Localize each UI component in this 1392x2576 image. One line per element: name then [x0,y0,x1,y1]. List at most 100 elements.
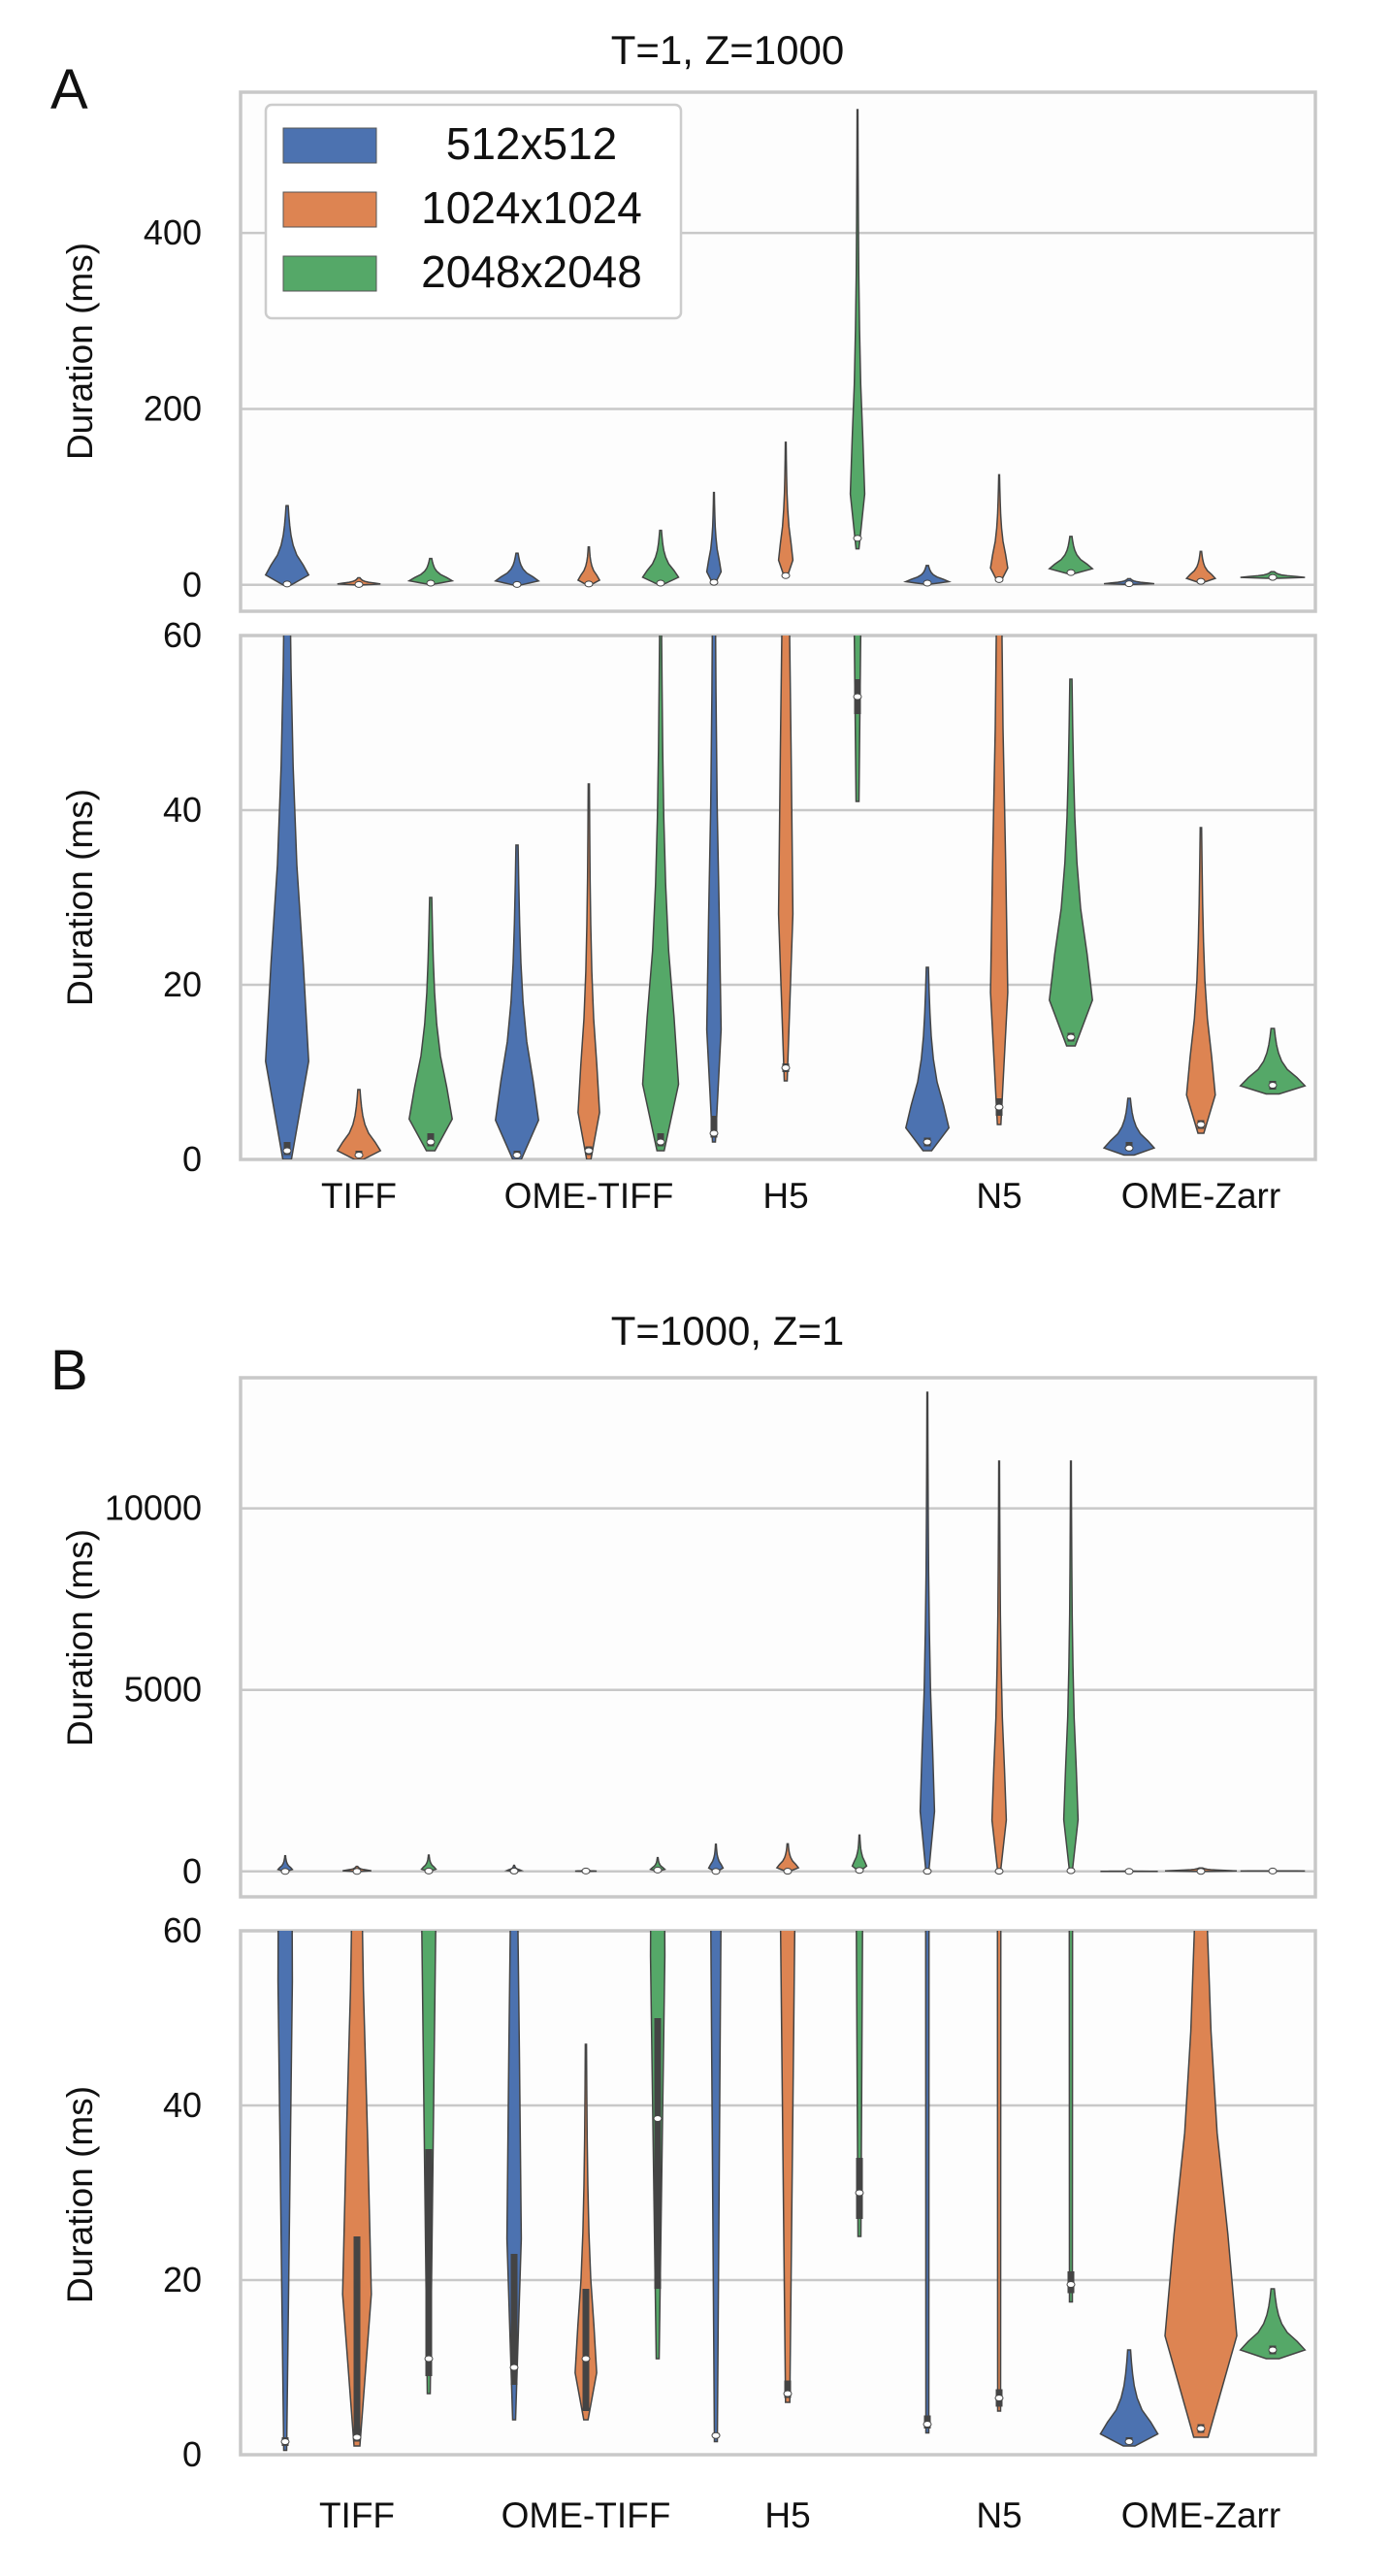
plot-area [239,634,1317,1161]
violin-median [1066,1867,1076,1875]
violin [1164,1931,1238,2438]
x-tick-label: OME-TIFF [502,2495,671,2535]
violin-body [989,636,1009,1125]
violin [341,1931,372,2447]
violin-median [280,2438,290,2445]
violin-iqr-box [856,2158,863,2219]
violin-median [426,1138,436,1146]
violin-body [1184,550,1217,583]
legend-swatch [282,127,377,164]
y-tick-label: 0 [182,1851,202,1891]
violin-median [1196,1868,1206,1875]
violin [1239,2288,1307,2360]
violin [989,636,1009,1125]
violin-median [1124,2438,1134,2445]
violin [503,1864,525,1875]
y-tick-label: 200 [144,388,202,428]
violin-body [775,1842,800,1873]
violin [705,636,723,1143]
violin [903,565,952,587]
violin-body [1062,1460,1080,1872]
violin [342,1865,372,1875]
violin-group [276,1391,1306,1875]
violin-median [512,580,522,588]
violin-median [1066,2281,1076,2288]
violin-median [352,2433,362,2441]
violin-body [406,557,455,585]
violin [1049,678,1093,1047]
violin-body [577,783,600,1159]
violin-median [709,1129,719,1137]
violin-body [1185,827,1216,1134]
violin-median [709,578,719,586]
violin-body [495,844,539,1159]
violin-median [1196,577,1206,585]
violin-body [641,529,680,585]
violin [1066,1931,1076,2303]
violin-median [1124,1144,1134,1152]
violin-iqr-box [582,2289,590,2411]
violin-median [1066,1033,1076,1041]
x-tick-label: TIFF [319,2495,395,2535]
violin-body [1164,1931,1238,2438]
y-tick-label: 0 [182,1139,202,1179]
x-tick-label: N5 [976,2495,1021,2535]
violin-body [1099,2349,1159,2447]
violin-body [408,897,453,1152]
violin-median [512,1152,522,1158]
legend-label: 512x512 [446,118,618,169]
y-axis-label: Duration (ms) [60,789,100,1006]
violin-median [1268,1867,1278,1875]
violin-median [280,1868,290,1875]
violin-body [336,1089,382,1159]
violin [853,636,862,802]
violin-median [923,1138,932,1146]
violin [1104,577,1154,588]
violin [574,2043,598,2421]
violin-median [855,2189,864,2197]
violin-body [1239,1027,1307,1095]
plot-area [239,1929,1317,2457]
violin-median [1196,2425,1206,2432]
y-axis-label: Duration (ms) [60,243,100,460]
violin-median [584,580,594,588]
violin-median [783,1868,793,1875]
subplot: 0 20 40 60 Duration (ms) [60,615,1317,1179]
violin-body [1049,678,1093,1047]
violin-median [994,2395,1004,2401]
violin [707,1842,725,1875]
violin-group [264,109,1306,588]
legend-swatch [282,255,377,292]
violin-body [996,1931,1002,2412]
violin-median [354,580,364,588]
violin-body [574,2043,598,2421]
violin-body [420,1854,437,1873]
y-axis-label: Duration (ms) [60,1529,100,1746]
violin [777,441,794,579]
violin [1185,827,1216,1134]
violin [705,491,723,586]
violin [406,557,455,587]
violin-body [849,109,866,550]
violin [649,1856,666,1874]
violin-median [855,1867,864,1875]
violin-body [1068,1931,1074,2303]
y-tick-label: 5000 [124,1670,202,1710]
violin-body [1048,536,1094,574]
violin-body [276,1931,294,2452]
subplot: 0 20 40 60 Duration (ms) [60,1910,1317,2474]
x-tick-label: OME-TIFF [504,1176,674,1216]
y-tick-label: 0 [182,565,202,604]
violin [337,576,381,588]
violin [994,1931,1004,2412]
violin-median [994,575,1004,583]
violin-median [656,579,665,587]
y-axis-label: Duration (ms) [60,2086,100,2303]
x-tick-label: OME-Zarr [1121,1176,1280,1216]
violin [577,783,600,1159]
violin [1100,1868,1158,1875]
y-tick-label: 60 [163,1910,202,1950]
violin-median [581,1867,591,1875]
